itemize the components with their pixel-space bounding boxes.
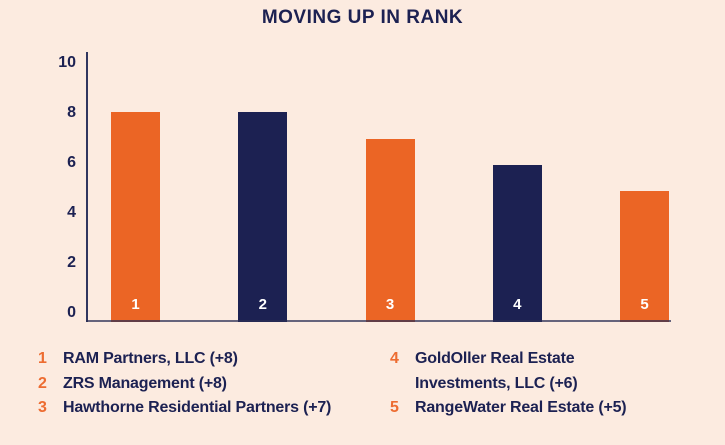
legend-column: 4 GoldOller Real Estate Investments, LLC … xyxy=(390,347,627,421)
y-tick-label: 6 xyxy=(67,154,76,172)
bar: 3 xyxy=(365,138,415,322)
bar: 5 xyxy=(620,191,669,322)
bar: 2 xyxy=(238,112,288,322)
x-axis-line xyxy=(86,320,671,322)
legend-company-label: GoldOller Real Estate Investments, LLC (… xyxy=(415,350,578,392)
bar: 4 xyxy=(492,164,542,322)
bar: 1 xyxy=(111,112,160,322)
legend-company-label: RangeWater Real Estate (+5) xyxy=(415,399,627,416)
legend-rank-number: 2 xyxy=(38,374,47,392)
bar-rank-label: 2 xyxy=(258,295,267,313)
y-axis-line xyxy=(86,52,88,322)
y-tick-label: 0 xyxy=(67,304,76,322)
chart-title: MOVING UP IN RANK xyxy=(261,7,464,28)
legend-item: 2 ZRS Management (+8) xyxy=(38,372,331,397)
y-tick-label: 4 xyxy=(67,204,76,222)
legend-rank-number: 3 xyxy=(38,399,47,416)
legend-company-label: RAM Partners, LLC (+8) xyxy=(63,350,238,367)
y-tick-label: 8 xyxy=(67,104,76,122)
legend-column: 1 RAM Partners, LLC (+8) 2 ZRS Management (… xyxy=(38,347,331,421)
legend-item: 5 RangeWater Real Estate (+5) xyxy=(390,396,627,421)
bar-rank-label: 4 xyxy=(513,295,522,313)
legend-rank-number: 5 xyxy=(390,399,399,416)
bar-rank-label: 5 xyxy=(640,296,649,313)
legend-item: 1 RAM Partners, LLC (+8) xyxy=(38,347,331,372)
legend-rank-number: 1 xyxy=(38,350,47,367)
y-tick-label: 2 xyxy=(67,254,76,272)
legend-item: 3 Hawthorne Residential Partners (+7) xyxy=(38,396,331,421)
bar-rank-label: 1 xyxy=(131,295,140,313)
legend-rank-number: 4 xyxy=(390,350,399,367)
legend-item: 4 GoldOller Real Estate Investments, LLC … xyxy=(390,347,626,396)
bar-rank-label: 3 xyxy=(385,295,395,313)
legend-company-label: Hawthorne Residential Partners (+7) xyxy=(63,399,332,416)
legend-company-label: ZRS Management (+8) xyxy=(63,374,227,392)
y-tick-label: 10 xyxy=(58,54,76,72)
